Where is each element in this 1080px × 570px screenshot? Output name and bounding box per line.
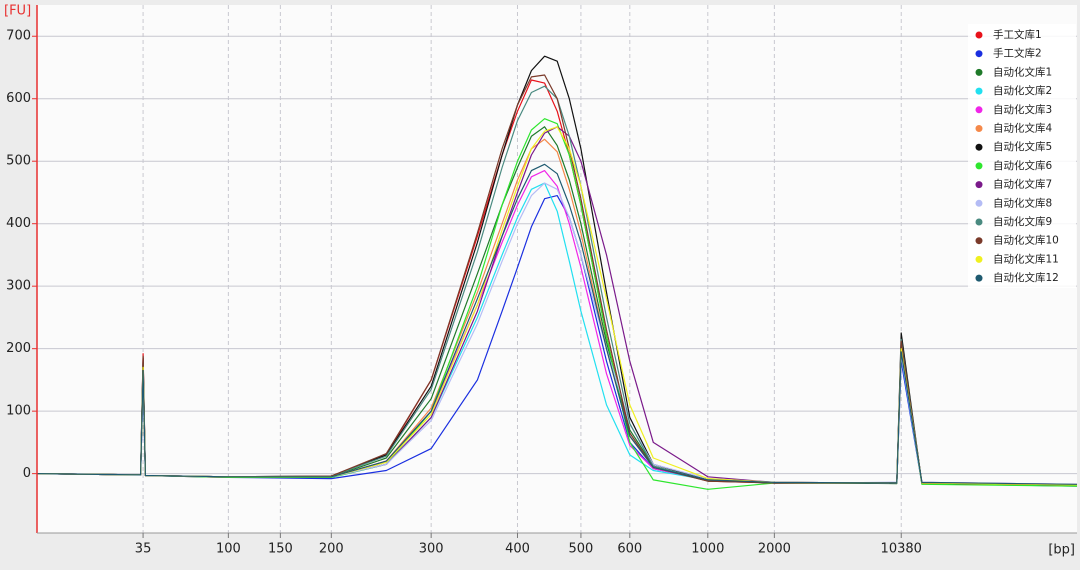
legend-label: 自动化文库9 [993, 215, 1052, 228]
x-tick-label: 35 [135, 542, 152, 557]
legend-label: 自动化文库12 [993, 271, 1059, 284]
x-tick-label: 2000 [758, 542, 791, 557]
legend-label: 自动化文库7 [993, 178, 1052, 191]
legend [968, 24, 1076, 288]
legend-label: 自动化文库4 [993, 122, 1052, 135]
x-tick-label: 600 [617, 542, 642, 557]
legend-marker [975, 181, 983, 189]
plot-area [37, 5, 1077, 533]
x-tick-label: 500 [569, 542, 594, 557]
x-tick-label: 100 [216, 542, 241, 557]
legend-marker [975, 255, 983, 263]
x-tick-label: 400 [505, 542, 530, 557]
legend-marker [975, 199, 983, 207]
y-tick-label: 100 [6, 404, 31, 419]
y-tick-label: 500 [6, 154, 31, 169]
legend-label: 手工文库1 [993, 28, 1042, 41]
x-tick-label: 10380 [881, 542, 922, 557]
trace [36, 163, 1078, 485]
legend-marker [975, 143, 983, 151]
legend-label: 自动化文库3 [993, 103, 1052, 116]
legend-label: 自动化文库6 [993, 159, 1052, 172]
x-tick-label: 300 [419, 542, 444, 557]
legend-label: 手工文库2 [993, 47, 1042, 60]
y-tick-label: 400 [6, 216, 31, 231]
y-label: [FU] [4, 4, 31, 19]
y-tick-label: 300 [6, 279, 31, 294]
legend-marker [975, 274, 983, 282]
legend-label: 自动化文库5 [993, 140, 1052, 153]
legend-label: 自动化文库2 [993, 84, 1052, 97]
x-label: [bp] [1048, 543, 1075, 558]
legend-marker [975, 50, 983, 58]
legend-label: 自动化文库10 [993, 234, 1059, 247]
y-tick-label: 0 [23, 466, 31, 481]
legend-marker [975, 237, 983, 245]
x-tick-label: 1000 [691, 542, 724, 557]
y-tick-label: 700 [6, 29, 31, 44]
grid [37, 5, 1077, 533]
legend-marker [975, 218, 983, 226]
y-tick-label: 600 [6, 91, 31, 106]
traces [36, 55, 1078, 490]
legend-marker [975, 87, 983, 95]
legend-label: 自动化文库8 [993, 196, 1052, 209]
legend-label: 自动化文库11 [993, 252, 1059, 265]
x-tick-label: 150 [268, 542, 293, 557]
legend-marker [975, 125, 983, 132]
y-tick-label: 200 [6, 341, 31, 356]
x-tick-label: 200 [319, 542, 344, 557]
legend-marker [975, 68, 983, 76]
legend-label: 自动化文库1 [993, 65, 1052, 78]
legend-marker [975, 31, 983, 39]
legend-marker [975, 162, 983, 170]
legend-marker [975, 106, 983, 114]
